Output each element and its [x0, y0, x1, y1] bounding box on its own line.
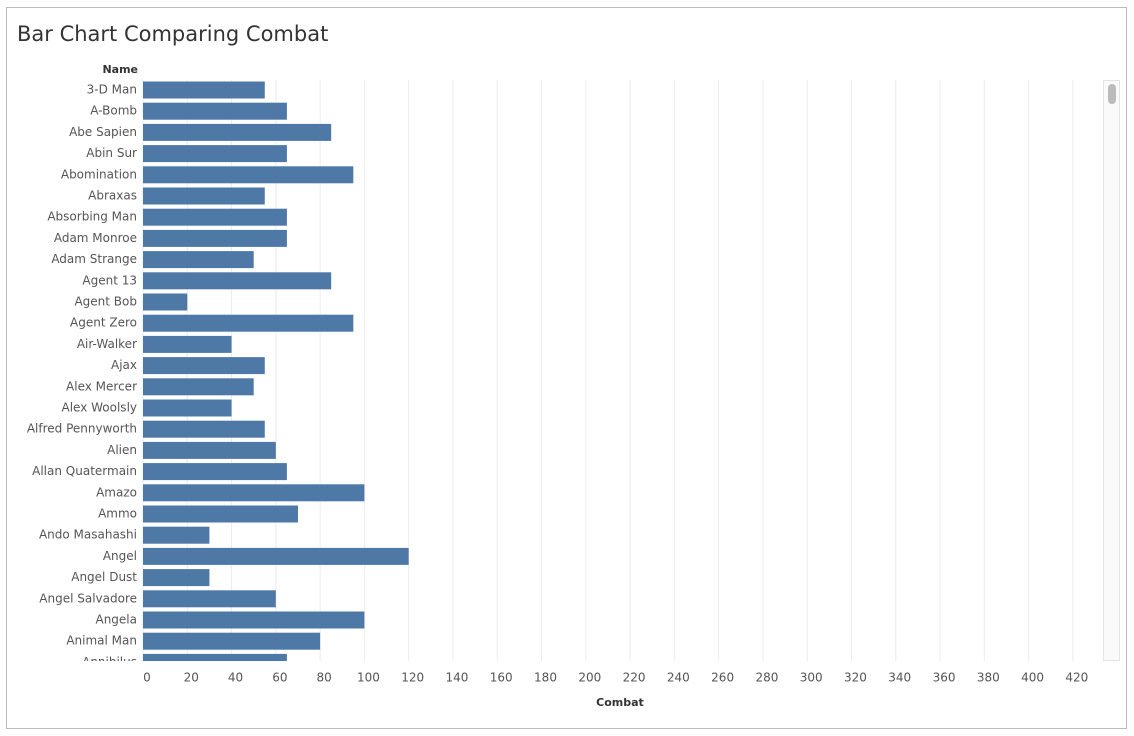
y-tick-label: Angel — [103, 549, 137, 563]
bar — [143, 102, 287, 120]
bar — [143, 187, 265, 205]
bar — [143, 399, 232, 417]
x-tick-label: 80 — [316, 671, 331, 685]
x-tick-label: 360 — [933, 671, 956, 685]
bar — [143, 166, 354, 184]
bar — [143, 653, 287, 661]
bar — [143, 463, 287, 481]
y-tick-label: Angel Dust — [71, 570, 137, 584]
x-tick-label: 260 — [711, 671, 734, 685]
x-tick-label: 120 — [401, 671, 424, 685]
x-tick-label: 200 — [578, 671, 601, 685]
x-tick-label: 340 — [888, 671, 911, 685]
y-tick-label: A-Bomb — [90, 104, 137, 118]
scrollbar-thumb[interactable] — [1108, 84, 1116, 104]
y-tick-label: Alex Woolsly — [62, 401, 138, 415]
bar — [143, 272, 332, 290]
x-tick-label: 60 — [272, 671, 287, 685]
y-tick-label: 3-D Man — [87, 83, 137, 97]
y-tick-label: Abraxas — [88, 189, 137, 203]
y-tick-label: Adam Monroe — [54, 231, 137, 245]
y-tick-label: Abin Sur — [86, 146, 137, 160]
y-tick-label: Absorbing Man — [47, 210, 137, 224]
y-tick-label: Angel Salvadore — [39, 591, 137, 605]
scrollbar[interactable] — [1103, 80, 1120, 661]
bar — [143, 229, 287, 247]
bar — [143, 484, 365, 502]
x-tick-label: 40 — [228, 671, 243, 685]
x-tick-label: 400 — [1021, 671, 1044, 685]
y-tick-label: Alex Mercer — [66, 379, 137, 393]
y-tick-label: Ando Masahashi — [39, 528, 137, 542]
x-tick-label: 180 — [534, 671, 557, 685]
bar — [143, 611, 365, 629]
bar — [143, 357, 265, 375]
x-tick-label: 280 — [755, 671, 778, 685]
y-tick-label: Agent Zero — [70, 316, 137, 330]
bar — [143, 208, 287, 226]
bar — [143, 632, 321, 650]
y-tick-label: Allan Quatermain — [32, 464, 137, 478]
chart-title: Bar Chart Comparing Combat — [17, 22, 328, 46]
bar — [143, 314, 354, 332]
y-tick-label: Adam Strange — [51, 252, 137, 266]
x-axis-title: Combat — [596, 696, 644, 709]
y-tick-label: Agent Bob — [74, 295, 137, 309]
y-tick-label: Ajax — [111, 358, 137, 372]
bar — [143, 251, 254, 269]
bar — [143, 145, 287, 163]
x-tick-label: 300 — [800, 671, 823, 685]
bar — [143, 420, 265, 438]
bar — [143, 526, 210, 544]
bar — [143, 81, 265, 99]
bar — [143, 123, 332, 141]
x-tick-label: 140 — [446, 671, 469, 685]
x-tick-label: 160 — [490, 671, 513, 685]
y-tick-label: Animal Man — [66, 634, 137, 648]
y-tick-label: Annihilus — [82, 655, 137, 669]
bar — [143, 293, 188, 311]
bar — [143, 569, 210, 587]
y-tick-label: Alien — [107, 443, 137, 457]
y-tick-label: Amazo — [96, 485, 137, 499]
y-tick-label: Alfred Pennyworth — [27, 422, 137, 436]
y-tick-label: Agent 13 — [82, 273, 137, 287]
x-tick-label: 240 — [667, 671, 690, 685]
x-tick-label: 320 — [844, 671, 867, 685]
x-tick-label: 220 — [623, 671, 646, 685]
bar — [143, 547, 409, 565]
x-tick-label: 420 — [1065, 671, 1088, 685]
y-tick-label: Abomination — [61, 167, 137, 181]
y-axis-title: Name — [102, 63, 138, 76]
bar — [143, 378, 254, 396]
y-tick-label: Air-Walker — [77, 337, 137, 351]
y-tick-label: Angela — [95, 613, 137, 627]
bar — [143, 590, 276, 608]
rows: 3-D Man A-Bomb Abe Sapien Abin Sur Abominati… — [27, 81, 409, 669]
y-tick-label: Ammo — [98, 507, 137, 521]
bar — [143, 505, 298, 523]
x-tick-label: 100 — [357, 671, 380, 685]
y-tick-label: Abe Sapien — [69, 125, 137, 139]
bar — [143, 441, 276, 459]
bar — [143, 335, 232, 353]
x-tick-label: 380 — [977, 671, 1000, 685]
x-tick-label: 0 — [143, 671, 151, 685]
x-tick-label: 20 — [184, 671, 199, 685]
